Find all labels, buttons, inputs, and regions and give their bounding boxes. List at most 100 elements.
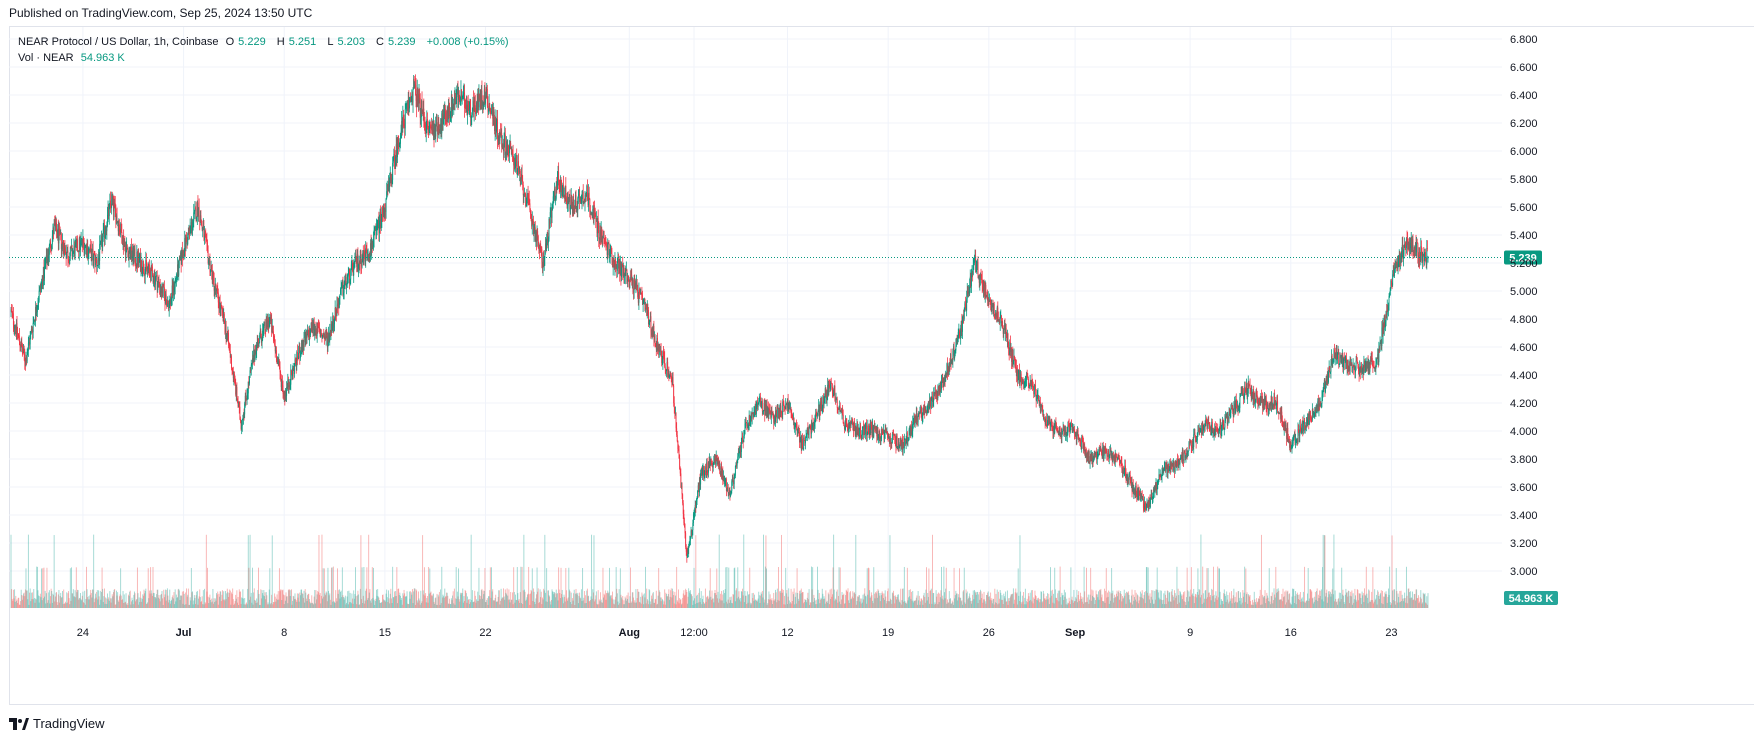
volume-bar <box>17 603 19 608</box>
volume-bar <box>13 598 15 608</box>
candle-body <box>627 278 629 280</box>
volume-bar <box>704 588 706 608</box>
volume-bar <box>453 588 455 608</box>
volume-bar <box>894 595 896 608</box>
volume-bar <box>399 592 401 608</box>
volume-bar <box>220 601 222 608</box>
volume-bar <box>1283 596 1285 608</box>
volume-bar <box>666 596 668 608</box>
candle-body <box>242 419 244 420</box>
volume-bar <box>961 600 963 608</box>
volume-bar <box>1229 592 1231 608</box>
volume-bar <box>860 598 862 608</box>
candle-body <box>710 460 712 466</box>
volume-bar <box>485 602 487 608</box>
volume-bar <box>335 590 337 608</box>
volume-bar <box>252 567 253 608</box>
volume-bar <box>836 591 838 608</box>
volume-bar <box>920 598 922 608</box>
volume-bar <box>834 600 836 608</box>
candle-body <box>719 473 721 476</box>
volume-bar <box>969 593 971 608</box>
candle-body <box>295 363 297 367</box>
candle-body <box>417 88 419 100</box>
volume-bar <box>183 591 185 608</box>
candle-body <box>150 273 152 281</box>
volume-bar <box>956 593 957 608</box>
chart-frame[interactable] <box>9 26 1754 705</box>
volume-bar <box>1365 566 1367 608</box>
volume-bar <box>202 590 204 608</box>
volume-bar <box>167 595 169 608</box>
volume-bar <box>1230 598 1232 608</box>
candle-body <box>317 325 319 328</box>
volume-bar <box>1364 588 1365 608</box>
candle-body <box>337 303 339 306</box>
volume-bar <box>595 591 597 608</box>
volume-bar <box>48 590 50 608</box>
volume-bar <box>222 599 224 608</box>
candle-body <box>660 349 662 351</box>
volume-bar <box>104 603 106 608</box>
candle-body <box>460 89 462 100</box>
candle-body <box>784 408 786 410</box>
volume-bar <box>371 598 373 608</box>
candle-body <box>180 252 182 260</box>
volume-bar <box>345 604 347 608</box>
volume-bar <box>849 591 851 608</box>
volume-bar <box>323 596 325 608</box>
volume-bar <box>1272 603 1274 608</box>
volume-bar <box>1260 534 1262 608</box>
volume-bar <box>1365 595 1367 608</box>
volume-bar <box>61 597 63 608</box>
candle-body <box>488 103 490 110</box>
volume-bar <box>366 567 368 608</box>
volume-bar <box>959 597 961 608</box>
volume-bar <box>1370 599 1372 608</box>
volume-bar <box>1257 601 1259 608</box>
candle-body <box>436 116 438 127</box>
candle-body <box>340 288 342 289</box>
volume-bar <box>318 535 320 608</box>
volume-bar <box>765 535 767 608</box>
volume-bar <box>228 592 230 608</box>
candle-body <box>124 243 126 245</box>
candle-body <box>246 398 247 400</box>
volume-bar <box>1375 598 1377 608</box>
candle-body <box>258 338 259 347</box>
volume-bar <box>835 599 837 608</box>
volume-bar <box>1009 596 1011 608</box>
candle-body <box>487 106 489 112</box>
candle-body <box>327 338 329 347</box>
candle-body <box>258 342 260 347</box>
candle-body <box>702 467 704 470</box>
volume-bar <box>924 602 926 608</box>
candle-body <box>241 425 243 429</box>
volume-bar <box>1210 600 1212 608</box>
volume-bar <box>252 604 254 608</box>
volume-bar <box>1193 603 1195 608</box>
volume-bar <box>104 588 105 608</box>
volume-bar <box>237 597 239 608</box>
candle-body <box>172 282 174 295</box>
volume-bar <box>932 534 933 608</box>
volume-bar <box>694 603 696 608</box>
candle-body <box>692 523 694 531</box>
volume-bar <box>926 567 927 608</box>
candle-body <box>787 398 788 408</box>
volume-bar <box>1298 594 1300 608</box>
volume-bar <box>1263 597 1265 608</box>
volume-bar <box>301 592 303 608</box>
volume-bar <box>136 599 138 608</box>
volume-bar <box>757 601 758 608</box>
volume-bar <box>704 603 706 608</box>
volume-bar <box>310 603 312 608</box>
candle-body <box>394 154 395 160</box>
volume-bar <box>204 602 206 608</box>
volume-bar <box>331 567 333 608</box>
volume-bar <box>1084 602 1086 608</box>
volume-bar <box>760 592 762 608</box>
candle-body <box>562 184 564 190</box>
volume-bar <box>44 596 46 608</box>
